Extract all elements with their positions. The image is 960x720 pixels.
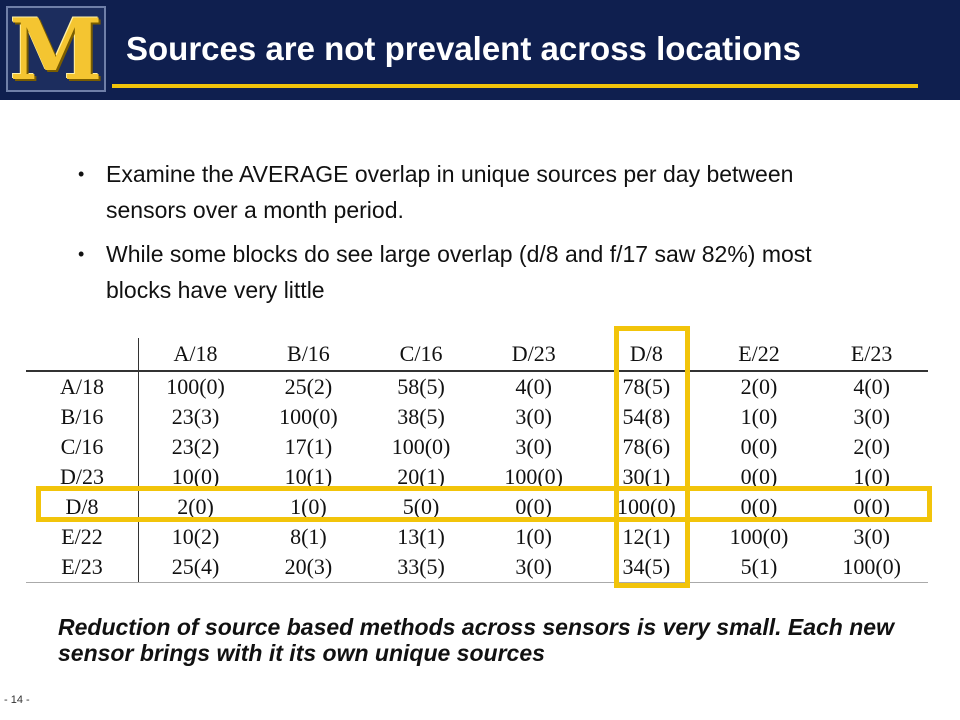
table-cell: 0(0) <box>740 494 778 519</box>
table-cell: 5(1) <box>702 552 816 583</box>
column-header: E/22 <box>702 338 816 372</box>
table-cell: 100(0) <box>279 404 338 429</box>
table-cell: 0(0) <box>515 494 553 519</box>
bullet-item: • While some blocks do see large overlap … <box>78 236 878 308</box>
logo-letter: M <box>9 0 103 99</box>
table-cell: 1(0) <box>740 404 778 429</box>
table-cell: 78(5) <box>622 374 671 399</box>
column-header: D/8 <box>590 338 703 372</box>
table-cell: 25(4) <box>138 552 253 583</box>
table-cell: 38(5) <box>397 404 445 429</box>
university-logo: M <box>6 2 106 98</box>
table-cell: 0(0) <box>853 494 890 519</box>
table-cell: 100(0) <box>617 494 676 519</box>
table-cell: 100(0) <box>504 464 564 489</box>
column-header: B/16 <box>252 338 365 372</box>
table-cell: 2(0) <box>177 494 214 519</box>
row-header: A/18 <box>26 371 139 402</box>
bullet-dot-icon: • <box>78 164 85 184</box>
highlight-column-box <box>614 326 690 588</box>
row-header: B/16 <box>26 402 139 432</box>
table-cell: 54(8) <box>622 404 671 429</box>
table-cell: 4(0) <box>515 374 553 399</box>
table-cell: 10(1) <box>284 464 333 489</box>
table-cell: 3(0) <box>853 404 890 429</box>
table-cell: 5(0) <box>402 494 440 519</box>
bullet-text: Examine the AVERAGE overlap in unique so… <box>106 161 794 223</box>
column-header: C/16 <box>364 338 478 372</box>
bullet-list: • Examine the AVERAGE overlap in unique s… <box>78 156 878 316</box>
bullet-item: • Examine the AVERAGE overlap in unique s… <box>78 156 878 228</box>
slide-number: - 14 - <box>4 694 30 706</box>
table-row: E/23 25(4) 20(3) 33(5) 3(0) 34(5) 5(1) 1… <box>26 552 928 583</box>
table-cell: 2(0) <box>740 374 778 399</box>
table-cell: 3(0) <box>853 524 890 549</box>
row-header: E/23 <box>26 552 139 583</box>
table-cell: 3(0) <box>515 434 553 459</box>
table-corner-cell <box>26 338 139 372</box>
table-cell: 1(0) <box>515 524 553 549</box>
table-cell: 25(2) <box>284 374 333 399</box>
table-cell: 58(5) <box>397 374 445 399</box>
table-cell: 100(0) <box>166 374 225 399</box>
table-cell: 1(0) <box>290 494 327 519</box>
bullet-text: While some blocks do see large overlap (… <box>106 241 812 303</box>
table-cell: 13(1) <box>397 524 445 549</box>
table-cell: 20(3) <box>252 552 365 583</box>
table-row: A/18 100(0) 25(2) 58(5) 4(0) 78(5) 2(0) … <box>26 371 928 402</box>
column-header: D/23 <box>477 338 591 372</box>
table-cell: 20(1) <box>397 464 445 489</box>
overlap-table-container: A/18 B/16 C/16 D/23 D/8 E/22 E/23 A/18 1… <box>26 338 928 584</box>
table-cell: 100(0) <box>729 524 789 549</box>
table-cell: 3(0) <box>477 552 591 583</box>
table-cell: 10(0) <box>171 464 220 489</box>
table-cell: 23(3) <box>171 404 220 429</box>
column-header: A/18 <box>138 338 253 372</box>
table-cell: 100(0) <box>391 434 451 459</box>
table-cell: 8(1) <box>290 524 327 549</box>
table-cell: 34(5) <box>590 552 703 583</box>
slide-header: M Sources are not prevalent across locat… <box>0 0 960 100</box>
table-cell: 78(6) <box>622 434 671 459</box>
conclusion-text: Reduction of source based methods across… <box>58 614 894 666</box>
table-header-row: A/18 B/16 C/16 D/23 D/8 E/22 E/23 <box>26 338 928 372</box>
table-row: E/22 10(2) 8(1) 13(1) 1(0) 12(1) 100(0) … <box>26 522 928 552</box>
table-cell: 2(0) <box>853 434 890 459</box>
table-cell: 0(0) <box>740 464 778 489</box>
title-underline <box>112 84 918 88</box>
table-row: B/16 23(3) 100(0) 38(5) 3(0) 54(8) 1(0) … <box>26 402 928 432</box>
table-cell: 100(0) <box>815 552 928 583</box>
table-cell: 12(1) <box>622 524 671 549</box>
table-row: C/16 23(2) 17(1) 100(0) 3(0) 78(6) 0(0) … <box>26 432 928 462</box>
table-cell: 17(1) <box>284 434 333 459</box>
table-cell: 10(2) <box>171 524 220 549</box>
overlap-table: A/18 B/16 C/16 D/23 D/8 E/22 E/23 A/18 1… <box>26 338 928 583</box>
row-header: C/16 <box>26 432 139 462</box>
column-header: E/23 <box>815 338 928 372</box>
bullet-dot-icon: • <box>78 244 85 264</box>
table-cell: 23(2) <box>171 434 220 459</box>
table-cell: 0(0) <box>740 434 778 459</box>
slide-title: Sources are not prevalent across locatio… <box>126 30 801 67</box>
table-cell: 30(1) <box>622 464 671 489</box>
table-cell: 1(0) <box>853 464 890 489</box>
highlight-row-box <box>36 486 932 522</box>
row-header: E/22 <box>26 522 139 552</box>
table-cell: 3(0) <box>515 404 553 429</box>
table-cell: 4(0) <box>853 374 890 399</box>
table-cell: 33(5) <box>364 552 478 583</box>
